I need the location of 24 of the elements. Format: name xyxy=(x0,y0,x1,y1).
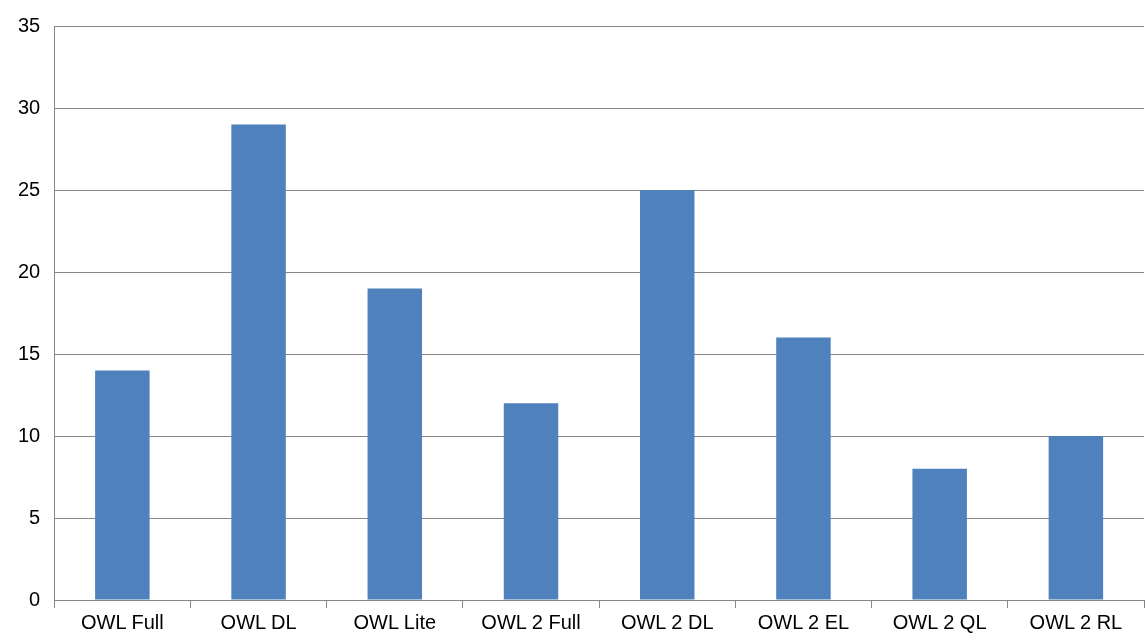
x-tick-label: OWL 2 EL xyxy=(757,610,850,633)
y-tick-label: 35 xyxy=(18,13,41,36)
x-tick-label: OWL DL xyxy=(220,610,297,633)
x-tick-label: OWL 2 RL xyxy=(1029,610,1123,633)
y-tick-label: 25 xyxy=(18,177,41,200)
bar xyxy=(1048,436,1104,600)
bar xyxy=(367,288,423,600)
bar xyxy=(503,403,559,600)
x-tick-label: OWL 2 QL xyxy=(892,610,987,633)
y-tick-label: 10 xyxy=(18,423,41,446)
bar xyxy=(95,370,150,600)
y-tick-label: 0 xyxy=(29,587,41,610)
x-tick-label: OWL 2 Full xyxy=(481,610,581,633)
bar xyxy=(231,124,286,600)
bar xyxy=(912,468,967,600)
y-tick-label: 30 xyxy=(18,95,41,118)
y-tick-label: 20 xyxy=(18,259,41,282)
x-tick-label: OWL 2 DL xyxy=(620,610,714,633)
x-tick-label: OWL Lite xyxy=(353,610,437,633)
bar xyxy=(776,337,831,600)
x-tick-label: OWL Full xyxy=(81,610,164,633)
bar xyxy=(639,190,695,600)
y-tick-label: 15 xyxy=(18,341,41,364)
y-tick-label: 5 xyxy=(29,505,41,528)
